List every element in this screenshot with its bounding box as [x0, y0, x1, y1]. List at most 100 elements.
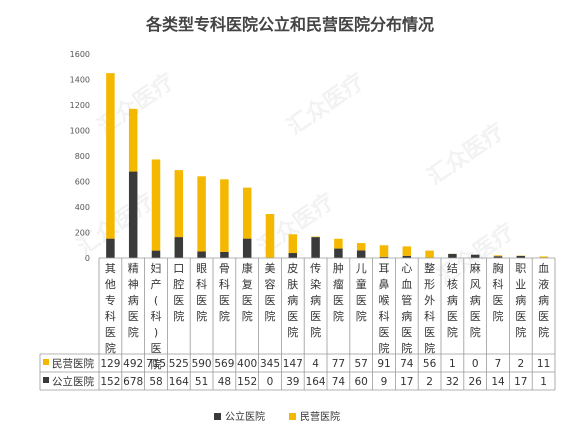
- data-label-private: 4: [312, 358, 319, 370]
- category-label: 医: [493, 294, 504, 307]
- category-label: 血: [538, 261, 549, 275]
- legend-label-public: 公立医院: [225, 410, 265, 423]
- category-label: 病: [401, 309, 412, 323]
- category-label: 医: [470, 310, 481, 323]
- category-label: 院: [515, 325, 526, 339]
- category-label: 科: [219, 277, 230, 291]
- category-label: 精: [128, 262, 139, 275]
- category-label: 神: [128, 277, 139, 291]
- category-label: 管: [401, 293, 412, 307]
- category-label: 结: [447, 262, 458, 275]
- data-label-private: 1: [449, 358, 456, 370]
- bar-public: [243, 239, 252, 258]
- category-label: 院: [173, 309, 184, 323]
- data-label-private: 129: [100, 358, 120, 370]
- legend-swatch-private: [289, 413, 296, 420]
- bar-private: [175, 170, 184, 237]
- category-label: 院: [310, 325, 321, 339]
- category-label: 其: [105, 262, 116, 275]
- bar-public: [220, 252, 229, 258]
- row-key-private: [43, 359, 49, 365]
- category-label: 美: [265, 262, 276, 275]
- data-label-public: 1: [540, 376, 547, 388]
- category-label: 医: [379, 326, 390, 339]
- category-label: 妇: [151, 262, 162, 275]
- category-label: 业: [515, 278, 526, 291]
- y-tick-label: 0: [85, 254, 90, 263]
- category-label: 医: [151, 342, 162, 355]
- data-label-private: 492: [123, 358, 143, 370]
- data-label-public: 678: [123, 376, 143, 388]
- data-label-public: 164: [306, 376, 326, 388]
- category-label: 医: [105, 326, 116, 339]
- bar-public: [106, 239, 115, 258]
- category-label: 专: [105, 293, 116, 307]
- data-label-public: 9: [381, 376, 388, 388]
- category-label: 医: [265, 294, 276, 307]
- category-label: 院: [447, 325, 458, 339]
- category-label: 院: [265, 309, 276, 323]
- category-label: 院: [128, 325, 139, 339]
- category-label: 麻: [470, 261, 481, 275]
- category-label: 肿: [333, 261, 344, 275]
- row-label-private: 民营医院: [52, 357, 94, 370]
- bar-private: [243, 188, 252, 239]
- data-label-public: 51: [195, 376, 208, 388]
- category-label: 容: [265, 277, 276, 291]
- category-label: 院: [196, 309, 207, 323]
- category-label: 院: [242, 309, 253, 323]
- category-label: 医: [287, 310, 298, 323]
- bar-public: [289, 253, 298, 258]
- bar-private: [334, 239, 343, 249]
- bar-private: [220, 179, 229, 252]
- category-label: ): [154, 326, 158, 339]
- watermark-text: 汇众医疗: [282, 68, 369, 140]
- category-label: 病: [538, 293, 549, 307]
- category-label: 液: [538, 277, 549, 291]
- category-label: 院: [470, 325, 481, 339]
- row-key-public: [43, 377, 49, 383]
- bar-private: [403, 246, 412, 255]
- category-label: 眼: [196, 262, 207, 275]
- category-label: 院: [333, 309, 344, 323]
- category-label: 腔: [173, 277, 184, 291]
- bar-private: [152, 159, 161, 250]
- y-tick-label: 1200: [70, 101, 90, 110]
- category-label: 核: [447, 277, 458, 291]
- y-tick-label: 1000: [70, 127, 90, 136]
- data-label-private: 569: [214, 358, 234, 370]
- category-label: 医: [401, 326, 412, 339]
- category-label: 心: [401, 262, 412, 275]
- category-label: 医: [242, 294, 253, 307]
- category-label: 医: [310, 310, 321, 323]
- data-label-public: 17: [400, 376, 413, 388]
- category-label: 医: [173, 294, 184, 307]
- data-label-private: 400: [237, 358, 257, 370]
- category-label: 整: [424, 261, 435, 275]
- category-label: 儿: [356, 262, 367, 275]
- category-label: 血: [401, 277, 412, 291]
- category-label: 医: [447, 310, 458, 323]
- bar-private: [357, 243, 366, 250]
- data-label-private: 11: [537, 358, 550, 370]
- category-label: 传: [310, 262, 321, 275]
- data-label-public: 26: [469, 376, 483, 388]
- category-label: 鼻: [379, 277, 390, 291]
- y-tick-label: 800: [75, 152, 90, 161]
- bar-public: [334, 249, 343, 258]
- data-label-public: 60: [355, 376, 368, 388]
- category-label: 院: [356, 309, 367, 323]
- data-label-public: 74: [332, 376, 346, 388]
- data-label-private: 147: [283, 358, 303, 370]
- category-label: 病: [447, 293, 458, 307]
- bar-public: [448, 254, 457, 258]
- category-label: 院: [493, 309, 504, 323]
- category-label: 科: [151, 309, 162, 323]
- bar-public: [311, 237, 320, 258]
- category-label: 医: [196, 294, 207, 307]
- data-label-private: 525: [169, 358, 189, 370]
- category-label: 科: [424, 309, 435, 323]
